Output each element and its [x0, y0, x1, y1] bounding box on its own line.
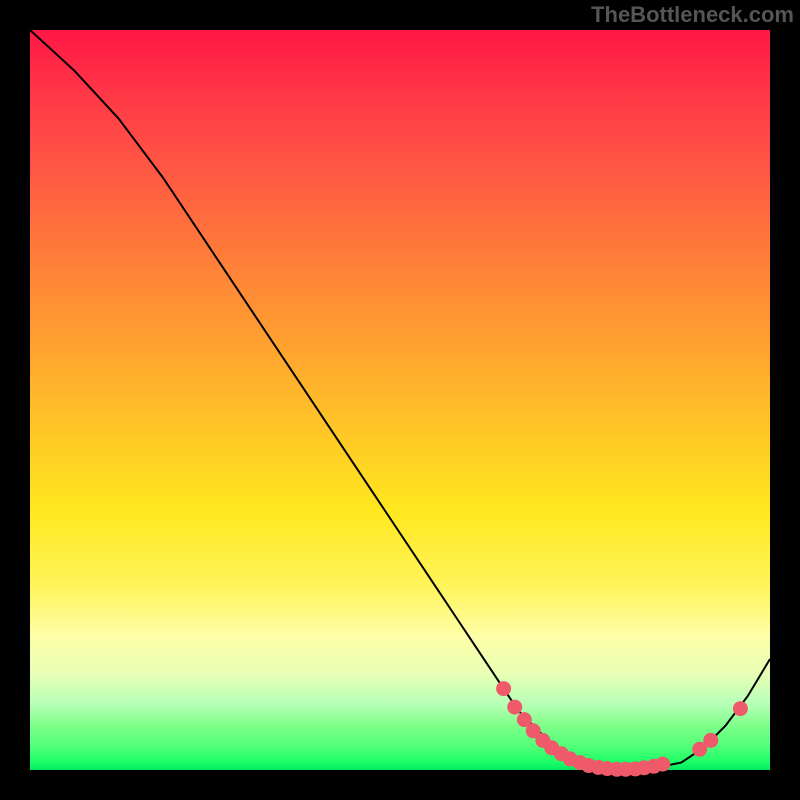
data-marker — [507, 700, 522, 715]
data-marker — [655, 757, 670, 772]
watermark-text: TheBottleneck.com — [591, 2, 794, 28]
data-marker — [703, 733, 718, 748]
data-marker — [733, 701, 748, 716]
data-marker — [496, 681, 511, 696]
chart-overlay — [0, 0, 800, 800]
curve-line — [30, 30, 770, 770]
